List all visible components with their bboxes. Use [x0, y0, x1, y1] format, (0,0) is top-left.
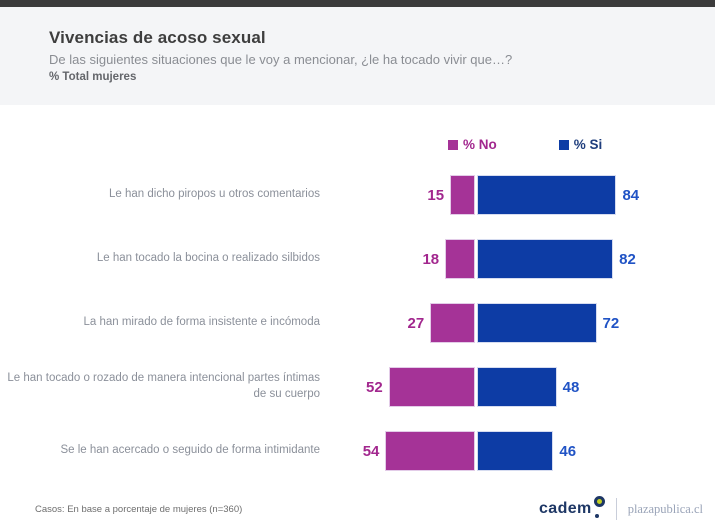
si-legend-swatch [558, 139, 569, 150]
si-value-label: 46 [559, 442, 577, 460]
footer: Casos: En base a porcentaje de mujeres (… [0, 496, 715, 532]
category-label: Se le han acercado o seguido de forma in… [60, 444, 320, 457]
no-legend-label: % No [463, 137, 497, 152]
legend-item-si: % Si [558, 137, 603, 152]
no-side: 18 [320, 239, 475, 279]
diverging-bar-chart: Le han dicho piropos u otros comentarios… [0, 163, 715, 483]
no-value-label: 15 [427, 186, 445, 204]
si-bar [477, 239, 614, 279]
cadem-logo-ring-icon [593, 496, 605, 507]
page-title: Vivencias de acoso sexual [49, 28, 266, 47]
si-side: 72 [475, 303, 619, 343]
no-side: 52 [320, 367, 475, 407]
no-value-label: 52 [366, 378, 383, 396]
no-side: 54 [320, 431, 475, 471]
cadem-wordmark: cadem [538, 500, 592, 517]
si-bar [477, 367, 557, 407]
no-value-label: 18 [422, 250, 440, 268]
cases-note: Casos: En base a porcentaje de mujeres (… [35, 503, 243, 515]
chart-section: % No % Si Le han dicho piropos u otros c… [0, 137, 715, 483]
no-side: 27 [320, 303, 475, 343]
bar-row: Le han tocado o rozado de manera intenci… [0, 355, 715, 419]
plazapublica-text: plazapublica.cl [627, 501, 703, 516]
si-value-label: 84 [622, 186, 640, 204]
si-side: 46 [475, 431, 576, 471]
legend: % No % Si [448, 137, 715, 152]
si-value-label: 48 [562, 378, 580, 396]
no-legend-swatch [448, 139, 458, 150]
bar-row: Le han dicho piropos u otros comentarios… [0, 163, 715, 227]
si-legend-label: % Si [573, 137, 603, 152]
header: Vivencias de acoso sexual De las siguien… [0, 7, 715, 105]
no-bar [388, 367, 475, 407]
no-bar [450, 175, 475, 215]
footer-separator [615, 498, 617, 520]
category-label: Le han dicho piropos u otros comentarios [109, 188, 320, 201]
no-value-label: 54 [362, 442, 380, 460]
si-side: 84 [475, 175, 639, 215]
no-value-label: 27 [407, 314, 425, 332]
si-value-label: 72 [602, 314, 620, 332]
brand-block: cadem plazapublica.cl [538, 496, 703, 520]
category-label: Le han tocado la bocina o realizado silb… [96, 252, 320, 265]
si-bar [477, 431, 554, 471]
no-bar [430, 303, 475, 343]
si-bar [477, 175, 617, 215]
si-bar [477, 303, 597, 343]
si-side: 48 [475, 367, 579, 407]
cadem-logo-dot-icon [594, 514, 599, 518]
bar-row: Le han tocado la bocina o realizado silb… [0, 227, 715, 291]
category-label: La han mirado de forma insistente e incó… [83, 316, 320, 329]
top-accent-bar [0, 0, 715, 7]
category-label: Le han tocado o rozado de manera intenci… [7, 372, 320, 400]
no-bar [445, 239, 475, 279]
si-value-label: 82 [619, 250, 636, 268]
total-mujeres-note: % Total mujeres [49, 71, 137, 83]
cadem-logo: cadem [538, 496, 605, 518]
bar-row: La han mirado de forma insistente e incó… [0, 291, 715, 355]
page-subtitle: De las siguientes situaciones que le voy… [49, 52, 513, 67]
no-bar [385, 431, 475, 471]
bar-row: Se le han acercado o seguido de forma in… [0, 419, 715, 483]
legend-item-no: % No [448, 137, 497, 152]
no-side: 15 [320, 175, 475, 215]
si-side: 82 [475, 239, 636, 279]
